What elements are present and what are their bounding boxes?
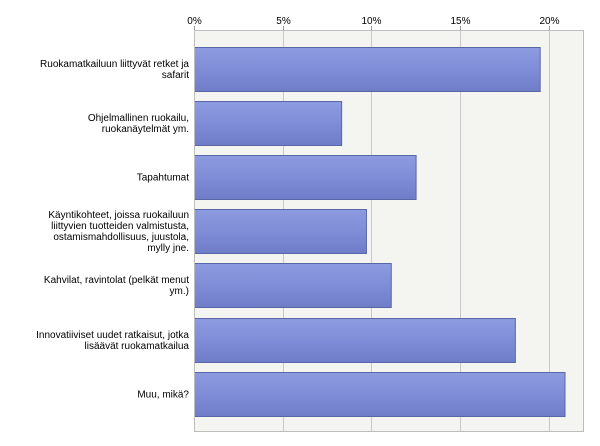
category-label-line: Käyntikohteet, joissa ruokailuun — [48, 210, 189, 221]
bar — [194, 101, 343, 146]
category-label-line: mylly jne. — [147, 243, 189, 254]
category-label-line: Innovatiiviset uudet ratkaisut, jotka — [36, 330, 189, 341]
x-tick-label: 10% — [361, 16, 381, 27]
category-label: Ohjelmallinen ruokailu,ruokanäytelmät ym… — [88, 113, 189, 135]
category-label-line: lisäävät ruokamatkailua — [85, 341, 190, 352]
category-label: Tapahtumat — [137, 173, 189, 184]
x-tick-label: 15% — [450, 16, 470, 27]
category-label-line: ruokanäytelmät ym. — [102, 124, 189, 135]
category-label-line: safarit — [162, 70, 189, 81]
bar — [194, 318, 516, 363]
x-tick-label: 0% — [187, 16, 202, 27]
category-label-line: Muu, mikä? — [137, 390, 189, 401]
x-tick-label: 20% — [539, 16, 559, 27]
category-label-line: Ruokamatkailuun liittyvät retket ja — [40, 59, 189, 70]
category-label: Innovatiiviset uudet ratkaisut, jotkalis… — [36, 330, 189, 352]
category-label-line: Ohjelmallinen ruokailu, — [88, 113, 189, 124]
category-label-line: ostamismahdollisuus, juustola, — [53, 232, 189, 243]
bar — [194, 372, 566, 417]
category-label: Ruokamatkailuun liittyvät retket jasafar… — [40, 59, 189, 81]
category-label-line: Kahvilat, ravintolat (pelkät menut — [44, 275, 189, 286]
category-label: Käyntikohteet, joissa ruokailuunliittyvi… — [48, 210, 189, 254]
category-label-line: ym.) — [170, 286, 189, 297]
gridlines — [283, 30, 550, 432]
category-label-line: liittyvien tuotteiden valmistusta, — [51, 221, 189, 232]
category-labels: Ruokamatkailuun liittyvät retket jasafar… — [36, 59, 189, 401]
plot-border — [194, 30, 584, 432]
x-axis-tick-labels: 0% 5% 10% 15% 20% — [187, 16, 560, 30]
bar — [194, 209, 367, 254]
x-tick-label: 5% — [276, 16, 291, 27]
bar — [194, 155, 417, 200]
bar — [194, 47, 541, 92]
category-label-line: Tapahtumat — [137, 173, 189, 184]
category-label: Muu, mikä? — [137, 390, 189, 401]
bar — [194, 263, 392, 308]
bars — [194, 47, 566, 417]
